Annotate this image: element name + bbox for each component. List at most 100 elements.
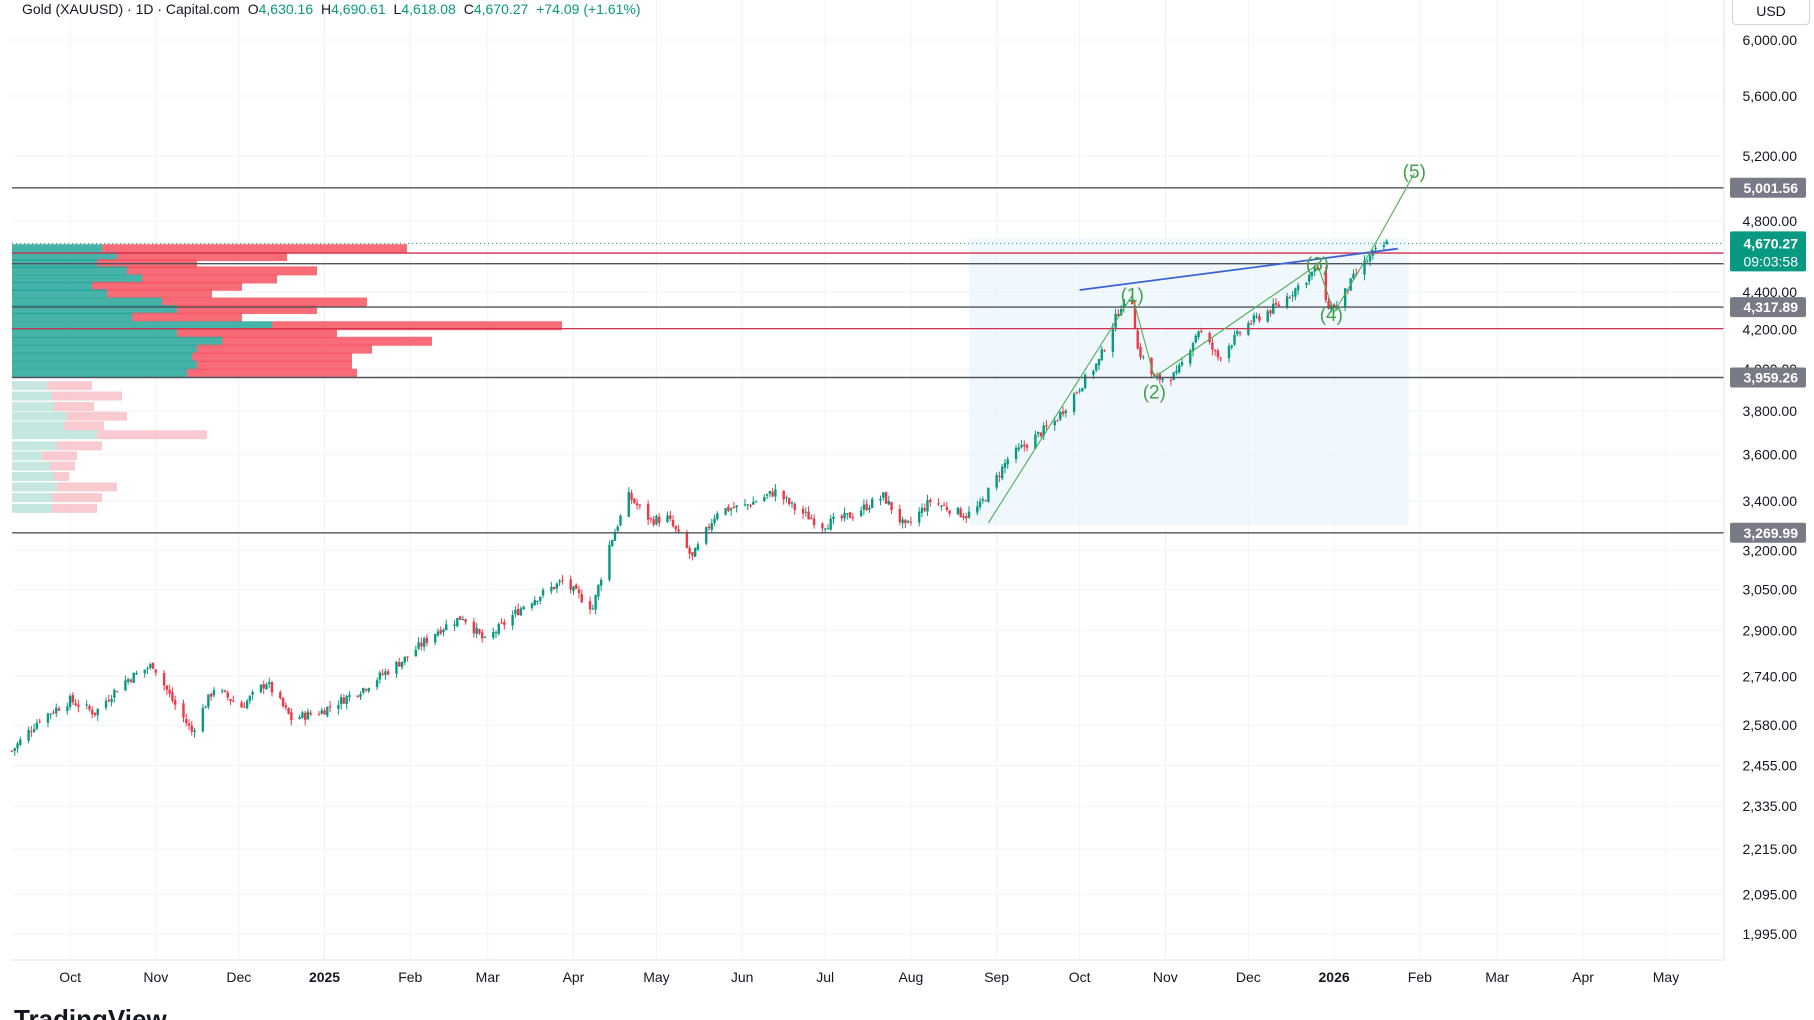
candle-up xyxy=(345,696,348,705)
candle-up xyxy=(1236,331,1239,335)
candle-up xyxy=(1352,273,1355,279)
candle-up xyxy=(1064,410,1068,414)
candle-down xyxy=(801,508,805,514)
candle-up xyxy=(735,505,738,508)
candle-up xyxy=(710,523,713,530)
candle-up xyxy=(967,511,971,518)
low-label: L xyxy=(393,1,402,17)
candle-up xyxy=(378,672,382,680)
volume-profile-bar-down xyxy=(52,503,97,513)
candle-down xyxy=(303,712,307,720)
candle-up xyxy=(1291,295,1294,297)
candle-up xyxy=(207,694,210,708)
countdown-label: 09:03:58 xyxy=(1744,253,1799,269)
candle-up xyxy=(66,706,69,711)
candle-up xyxy=(956,507,960,515)
y-tick-label: 4,800.00 xyxy=(1743,213,1798,229)
candle-down xyxy=(516,608,520,616)
candle-up xyxy=(1020,445,1023,448)
candle-up xyxy=(395,661,398,674)
candle-up xyxy=(445,624,448,631)
candle-down xyxy=(848,512,852,519)
y-tick-label: 4,400.00 xyxy=(1743,284,1798,300)
candle-down xyxy=(71,694,75,703)
candle-down xyxy=(1216,350,1220,358)
high-label: H xyxy=(321,1,332,17)
wave-label[interactable]: (5) xyxy=(1403,162,1426,183)
symbol-title[interactable]: Gold (XAUUSD) · 1D · Capital.com xyxy=(22,1,240,17)
tradingview-logo[interactable]: TradingView xyxy=(14,1006,167,1020)
candle-up xyxy=(1006,459,1009,465)
volume-profile-bar-down xyxy=(57,482,117,492)
candle-down xyxy=(1103,350,1106,352)
volume-profile-bar-down xyxy=(222,336,432,346)
candle-up xyxy=(1034,434,1037,449)
volume-profile-bar-down xyxy=(177,305,317,315)
candle-up xyxy=(268,682,271,685)
candle-up xyxy=(619,515,622,526)
candle-up xyxy=(1255,315,1258,317)
candle-down xyxy=(91,709,94,715)
candle-down xyxy=(688,548,691,554)
currency-selector[interactable]: USD xyxy=(1732,0,1810,25)
candle-down xyxy=(929,499,932,503)
x-tick-label: Nov xyxy=(143,969,168,985)
candle-down xyxy=(93,712,97,716)
candle-down xyxy=(633,498,636,504)
candle-down xyxy=(677,529,680,532)
candle-down xyxy=(281,697,285,707)
candle-up xyxy=(35,722,39,729)
candle-up xyxy=(320,710,323,714)
candle-up xyxy=(1180,362,1184,366)
candle-down xyxy=(577,589,581,594)
candle-down xyxy=(1213,350,1217,352)
volume-profile-bar-up xyxy=(12,451,42,461)
candle-down xyxy=(652,519,655,525)
candle-down xyxy=(580,594,583,603)
candle-down xyxy=(630,493,633,501)
candle-up xyxy=(149,664,152,668)
candle-up xyxy=(414,649,418,657)
wave-label[interactable]: (1) xyxy=(1121,285,1144,306)
y-tick-label: 2,095.00 xyxy=(1743,886,1798,902)
candle-up xyxy=(483,637,487,639)
candle-down xyxy=(57,708,61,711)
y-tick-label: 2,900.00 xyxy=(1743,622,1798,638)
candle-up xyxy=(940,505,943,507)
volume-profile-bar-up xyxy=(12,471,54,481)
volume-profile-bar-down xyxy=(50,461,75,471)
candle-down xyxy=(1219,357,1222,359)
candle-up xyxy=(558,581,561,583)
candle-up xyxy=(46,713,50,723)
wave-label[interactable]: (4) xyxy=(1320,305,1343,326)
candle-up xyxy=(1036,431,1040,434)
candle-down xyxy=(1288,297,1292,299)
candle-down xyxy=(229,699,232,701)
candle-up xyxy=(1155,375,1159,377)
volume-profile-bar-down xyxy=(197,360,352,370)
volume-profile-bar-up xyxy=(12,482,57,492)
candle-up xyxy=(1227,346,1231,358)
candle-up xyxy=(696,544,700,550)
candle-down xyxy=(1324,270,1327,301)
candle-down xyxy=(1169,380,1173,382)
candle-up xyxy=(442,629,445,633)
y-tick-label: 2,740.00 xyxy=(1743,668,1798,684)
volume-profile-bar-up xyxy=(12,430,97,440)
level-label-box xyxy=(1730,177,1806,198)
candle-up xyxy=(1230,345,1233,348)
candle-up xyxy=(326,706,329,716)
candle-up xyxy=(882,492,885,498)
wave-label[interactable]: (2) xyxy=(1143,383,1166,404)
candle-up xyxy=(1042,425,1045,436)
candle-down xyxy=(1117,313,1120,317)
trend-line[interactable] xyxy=(1079,247,1398,291)
elliott-wave-path[interactable] xyxy=(987,173,1415,524)
candle-up xyxy=(1252,315,1256,323)
wave-label[interactable]: (3) xyxy=(1306,255,1329,276)
candle-up xyxy=(375,680,379,688)
candle-down xyxy=(10,750,14,752)
date-price-range-zone[interactable] xyxy=(968,238,1409,526)
volume-profile-bar-down xyxy=(132,312,242,322)
